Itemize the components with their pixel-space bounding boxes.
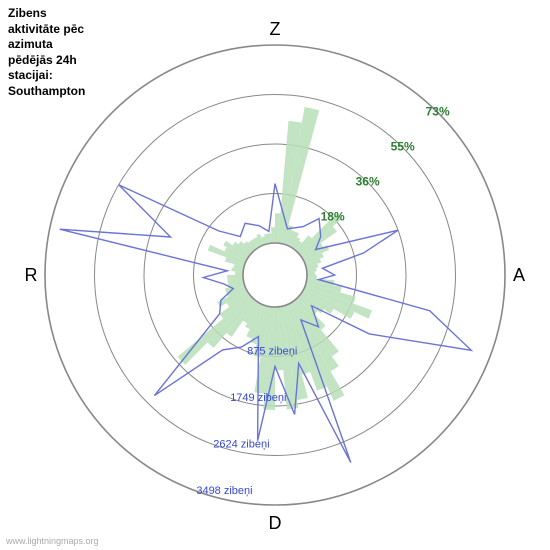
footer-credit: www.lightningmaps.org [6, 536, 99, 546]
chart-title: Zibens aktivitāte pēc azimuta pēdējās 24… [8, 6, 85, 100]
pct-label: 36% [356, 175, 380, 189]
count-label: 2624 zibeņi [213, 439, 269, 451]
cardinal-e: A [513, 265, 525, 285]
cardinal-n: Z [270, 19, 281, 39]
count-label: 875 zibeņi [247, 345, 297, 357]
count-label: 3498 zibeņi [196, 485, 252, 497]
cardinal-w: R [25, 265, 38, 285]
pct-label: 73% [426, 105, 450, 119]
pct-label: 18% [321, 210, 345, 224]
cardinal-s: D [269, 513, 282, 533]
hub [243, 243, 307, 307]
pct-label: 55% [391, 140, 415, 154]
count-label: 1749 zibeņi [230, 392, 286, 404]
